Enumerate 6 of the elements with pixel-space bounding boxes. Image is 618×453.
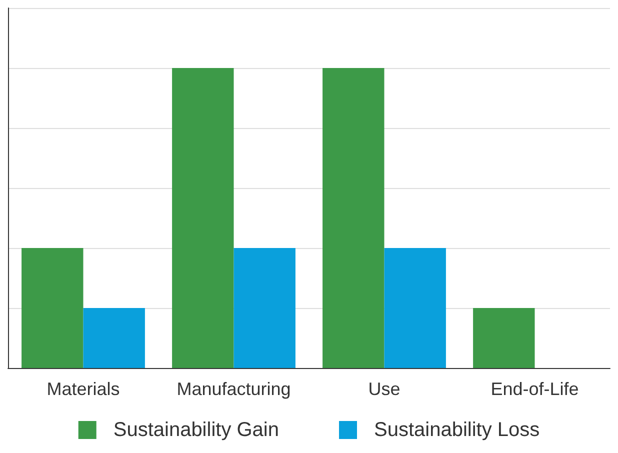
x-tick-label: End-of-Life	[490, 379, 579, 399]
legend-label: Sustainability Loss	[374, 419, 540, 441]
legend-label: Sustainability Gain	[113, 419, 280, 441]
x-tick-label: Materials	[46, 379, 120, 399]
x-tick-label: Use	[368, 379, 400, 399]
x-tick-label: Manufacturing	[176, 379, 291, 399]
